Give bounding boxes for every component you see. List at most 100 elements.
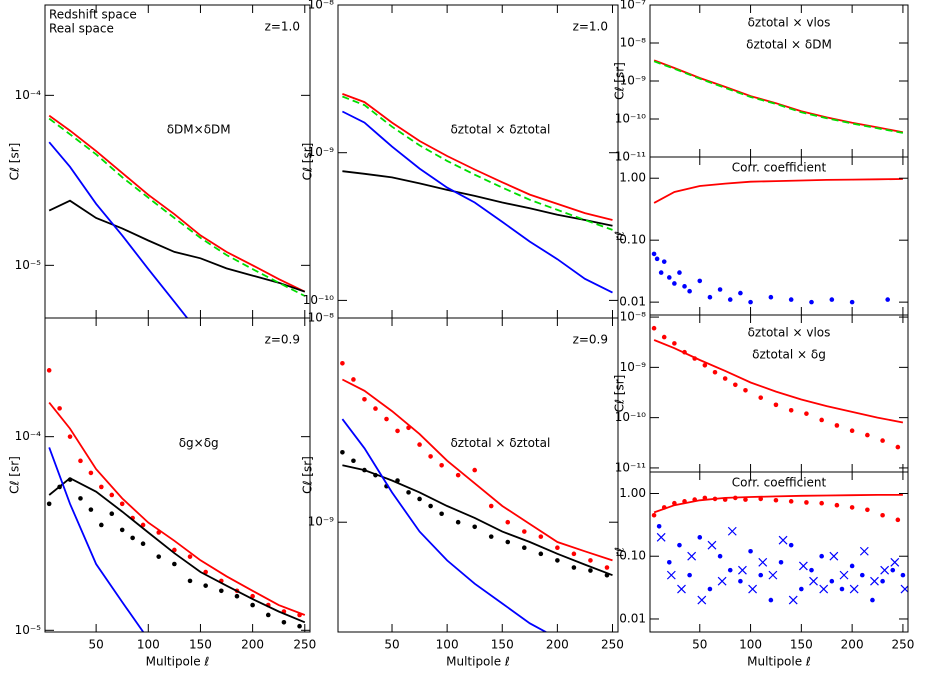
data-point [130,535,135,541]
series-line [341,378,613,562]
data-point [859,572,865,578]
data-point [651,512,657,518]
data-point [203,583,208,588]
legend-label: Real space [49,22,114,36]
series-line [342,93,613,221]
data-point [748,299,753,305]
data-point [78,496,83,501]
data-point [384,416,389,422]
data-point [880,578,885,584]
data-point [417,496,422,502]
annotation: Corr. coefficient [732,476,827,490]
data-point [439,511,444,517]
data-point [895,517,901,523]
cross-point [809,576,818,586]
data-point [439,462,444,468]
series-line [48,477,306,624]
plot-area [651,494,908,605]
y-tick-label: 10⁻⁵ [15,258,42,272]
data-point [654,256,660,262]
data-point [758,496,764,502]
y-tick-label: 10⁻⁴ [15,429,42,443]
data-point [521,545,527,551]
data-point [829,578,835,584]
x-tick-label: 50 [384,638,399,652]
x-tick-label: 150 [491,638,514,652]
data-point [571,565,577,570]
plot-area [46,368,306,632]
data-point [666,560,672,565]
data-point [373,406,378,411]
series-line [341,418,548,632]
y-tick-label: 10⁻⁹ [620,74,647,88]
x-tick-label: 50 [88,638,103,652]
series-line [48,402,306,616]
y-axis-label: rℓ [613,547,627,557]
annotation: Corr. coefficient [732,161,827,175]
data-point [505,539,511,545]
cross-point [697,595,707,605]
data-point [588,568,593,573]
x-tick-label: 100 [137,638,160,652]
annotation: δztotal × vlos [748,326,831,340]
y-tick-label: 0.01 [619,295,646,309]
data-point [666,275,672,280]
data-point [834,502,840,508]
x-tick-label: 100 [436,638,459,652]
cross-point [727,526,737,536]
data-point [768,597,774,603]
data-point [687,572,692,578]
cross-point [666,570,676,580]
data-point [395,428,400,434]
y-tick-label: 10⁻¹¹ [615,150,646,164]
annotation: δztotal × vlos [748,16,831,30]
data-point [768,294,774,300]
data-point [99,522,104,528]
x-axis-label: Multipole ℓ [146,655,210,669]
y-tick-label: 10⁻¹⁰ [303,293,334,307]
y-axis-label: Cℓ [sr] [613,375,627,413]
x-tick-label: 200 [841,638,864,652]
data-point [799,586,804,592]
data-point [880,512,885,518]
cross-point [788,595,798,605]
series-line [48,114,306,293]
data-point [172,561,177,567]
data-point [773,402,779,408]
data-point [778,560,784,565]
data-point [672,341,677,346]
cross-point [677,584,686,594]
data-point [849,563,855,569]
data-point [727,297,733,302]
data-point [697,535,703,540]
data-point [119,527,125,533]
data-point [455,519,461,525]
data-point [555,545,560,551]
data-point [140,541,146,547]
cross-point [738,565,747,575]
cross-point [890,557,900,567]
data-point [697,278,703,284]
data-point [172,547,177,553]
y-tick-label: 10⁻⁹ [308,145,335,159]
y-tick-label: 10⁻⁸ [620,310,647,324]
y-tick-label: 0.10 [619,549,646,563]
y-tick-label: 10⁻⁹ [620,360,647,374]
series-line [342,464,613,577]
series-line [653,494,903,514]
data-point [834,423,840,428]
data-point [67,434,73,439]
data-point [187,554,193,559]
data-point [46,501,52,507]
data-point [187,578,193,584]
plot-area [651,178,903,305]
data-point [538,551,544,557]
annotation: δztotal × δztotal [450,123,550,137]
data-point [340,361,345,366]
data-point [250,593,255,599]
x-tick-label: 250 [891,638,914,652]
annotation: z=1.0 [573,20,608,34]
series-line [342,95,613,231]
data-point [555,558,560,563]
